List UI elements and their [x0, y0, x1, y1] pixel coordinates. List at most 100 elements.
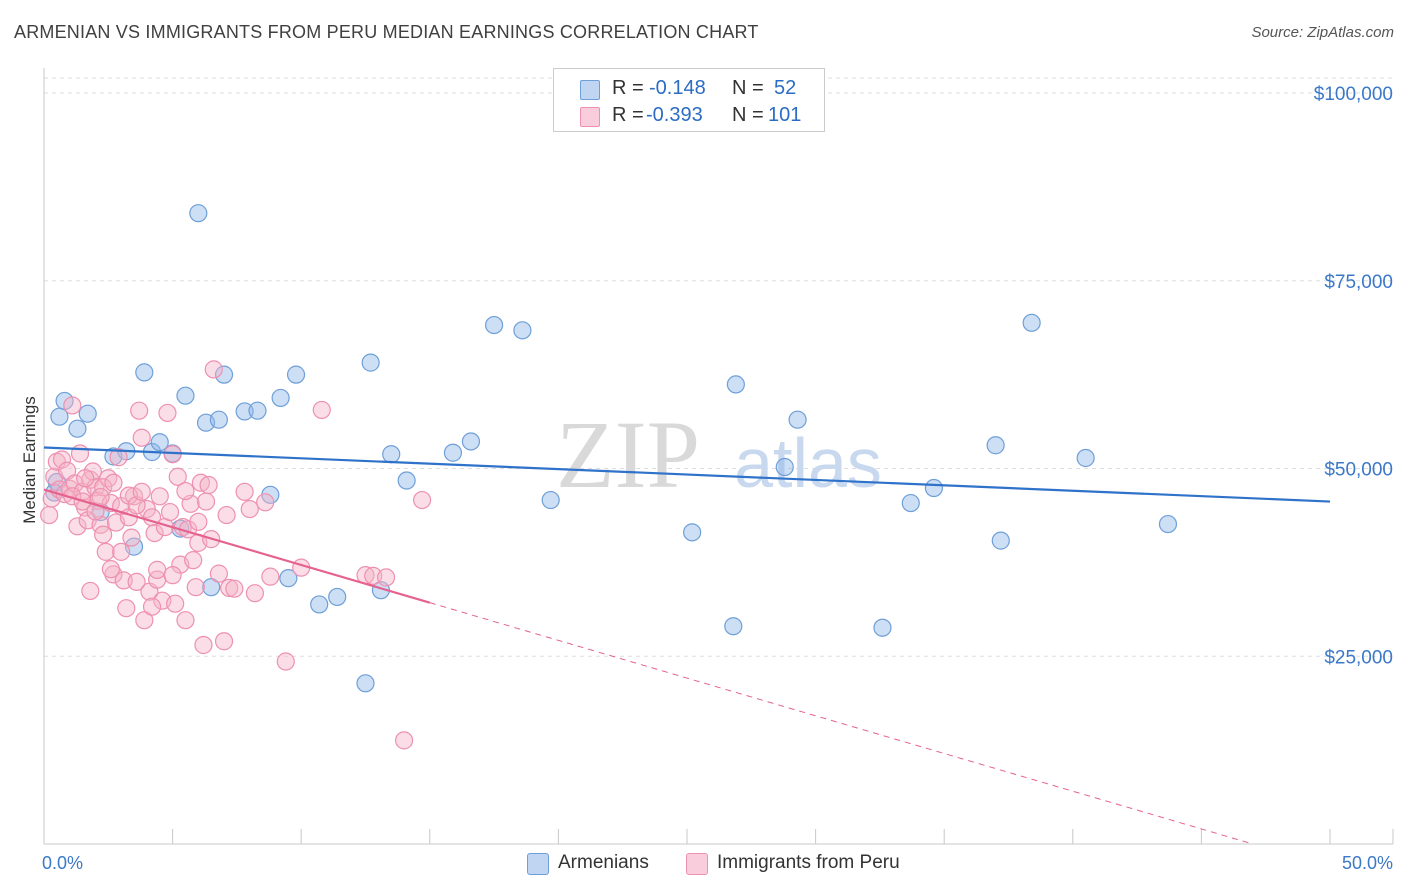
- peru-point: [225, 579, 244, 598]
- r-value: -0.393: [646, 104, 703, 126]
- peru-point: [40, 505, 59, 525]
- chart-title: ARMENIAN VS IMMIGRANTS FROM PERU MEDIAN …: [14, 22, 759, 42]
- peru-point: [204, 360, 223, 379]
- trend-lines: [43, 446, 1331, 845]
- peru-point: [142, 597, 162, 616]
- peru-point: [145, 523, 164, 543]
- peru-point: [194, 635, 213, 655]
- peru-point: [127, 572, 146, 592]
- armenians-swatch: [580, 80, 600, 100]
- peru-point: [86, 502, 105, 521]
- watermark-zip: ZIP: [556, 401, 700, 508]
- stats-legend: R = -0.148 N = 52 R = -0.393 N = 101: [553, 68, 825, 132]
- peru-point: [256, 493, 275, 512]
- n-label: N =: [732, 77, 764, 99]
- peru-point: [109, 448, 128, 467]
- peru-point: [176, 611, 195, 630]
- n-label: N =: [732, 104, 764, 126]
- armenians-point: [788, 410, 807, 429]
- armenians-point: [541, 490, 560, 510]
- y-tick-label: $100,000: [1314, 84, 1393, 105]
- armenians-point: [513, 321, 532, 340]
- peru-point: [112, 542, 131, 561]
- armenians-legend-label: Armenians: [558, 852, 649, 873]
- armenians-point: [310, 595, 329, 614]
- armenians-point: [1022, 313, 1041, 332]
- armenians-point: [443, 443, 463, 462]
- axis-ticks: $25,000 $50,000 $75,000 $100,000 0.0% 50.0%: [42, 84, 1393, 873]
- peru-point: [199, 475, 218, 495]
- peru-point: [135, 611, 154, 630]
- armenians-point: [873, 618, 892, 637]
- peru-point: [276, 652, 295, 671]
- peru-swatch: [580, 107, 600, 127]
- r-label: R =: [612, 77, 644, 99]
- armenians-point: [150, 433, 169, 452]
- armenians-point: [1076, 448, 1095, 468]
- peru-point: [235, 482, 254, 501]
- n-value: 101: [768, 104, 802, 126]
- peru-point: [166, 594, 185, 613]
- peru-legend-label: Immigrants from Peru: [717, 852, 900, 873]
- peru-point: [81, 581, 100, 601]
- peru-point: [86, 478, 105, 497]
- peru-point: [76, 469, 95, 488]
- peru-point: [240, 499, 259, 519]
- armenians-point: [271, 388, 290, 408]
- peru-point: [214, 632, 234, 651]
- peru-point: [91, 487, 110, 507]
- peru-point: [68, 517, 87, 536]
- watermark-atlas: atlas: [734, 424, 882, 502]
- armenians-point: [724, 617, 743, 636]
- legend-row-armenians: R = -0.148 N = 52: [554, 76, 824, 102]
- peru-trend-line: [43, 488, 431, 604]
- peru-legend-swatch: [686, 853, 708, 875]
- peru-point: [245, 584, 265, 603]
- source-label: Source: ZipAtlas.com: [1251, 24, 1394, 41]
- peru-point: [217, 505, 236, 525]
- armenians-point: [235, 402, 254, 421]
- peru-point: [209, 564, 228, 583]
- armenians-point: [209, 410, 228, 429]
- peru-point: [148, 560, 167, 579]
- armenians-point: [461, 432, 481, 451]
- y-tick-label: $75,000: [1324, 272, 1393, 293]
- armenians-point: [361, 353, 380, 372]
- armenians-point: [279, 569, 298, 588]
- peru-point: [168, 467, 187, 486]
- peru-point: [376, 568, 396, 587]
- r-label: R =: [612, 104, 644, 126]
- peru-point: [63, 396, 82, 415]
- armenians-point: [924, 478, 944, 498]
- peru-point: [186, 578, 205, 597]
- peru-point: [52, 450, 72, 469]
- peru-points: [40, 360, 432, 750]
- armenians-point: [382, 445, 401, 464]
- peru-point: [96, 542, 115, 561]
- peru-point: [132, 428, 151, 447]
- armenians-point: [68, 419, 87, 438]
- y-tick-label: $50,000: [1324, 460, 1393, 481]
- armenians-points: [45, 204, 1178, 693]
- axes: [43, 68, 1394, 845]
- peru-trend-extension: [429, 602, 1253, 845]
- legend-row-peru: R = -0.393 N = 101: [554, 103, 824, 129]
- armenians-point: [1158, 514, 1178, 534]
- peru-point: [189, 512, 208, 531]
- armenians-legend-swatch: [527, 853, 549, 875]
- armenians-point: [991, 531, 1010, 550]
- peru-point: [160, 502, 180, 522]
- armenians-point: [135, 363, 154, 382]
- peru-point: [101, 560, 120, 579]
- peru-point: [150, 487, 169, 506]
- armenians-point: [986, 436, 1005, 455]
- armenians-point: [397, 471, 416, 490]
- armenians-point: [726, 375, 745, 394]
- armenians-point: [485, 315, 504, 335]
- peru-point: [70, 444, 90, 463]
- armenians-point: [683, 523, 702, 542]
- peru-point: [94, 525, 113, 544]
- armenians-point: [286, 365, 306, 384]
- armenians-point: [356, 674, 375, 693]
- peru-point: [163, 566, 182, 585]
